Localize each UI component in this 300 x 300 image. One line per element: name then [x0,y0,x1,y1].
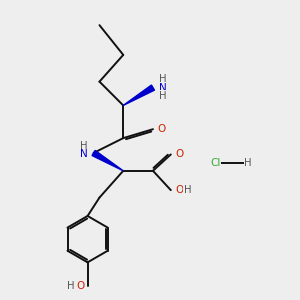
Text: O: O [175,185,183,195]
Text: H: H [159,74,166,84]
Text: N: N [159,82,167,93]
Text: H: H [244,158,252,168]
Polygon shape [123,85,154,105]
Polygon shape [92,150,123,171]
Text: O: O [157,124,165,134]
Text: H: H [68,281,75,291]
Text: H: H [159,91,166,101]
Text: O: O [175,149,183,160]
Text: N: N [80,149,88,160]
Text: Cl: Cl [210,158,220,168]
Text: H: H [80,141,88,152]
Text: H: H [184,185,191,195]
Text: O: O [76,281,84,291]
